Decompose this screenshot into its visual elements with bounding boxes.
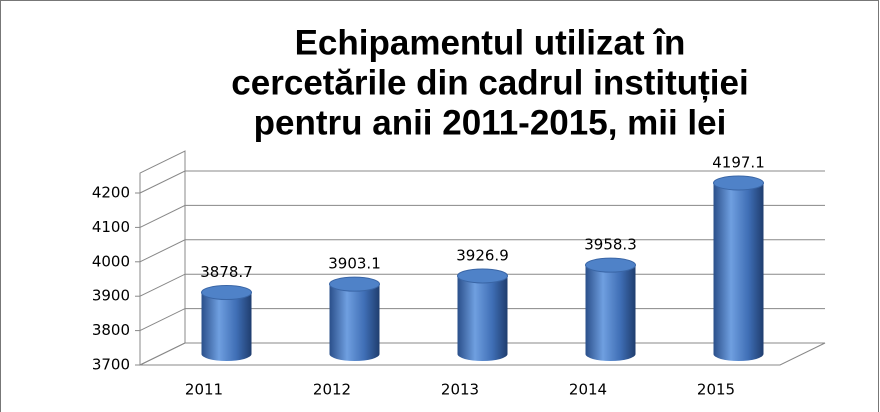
value-label: 3958.3 [584,236,637,254]
value-label: 4197.1 [712,153,765,171]
value-label: 3926.9 [456,246,509,264]
x-tick-label: 2015 [697,381,735,399]
y-tick-label: 4100 [92,218,130,236]
grid-line [139,170,825,194]
value-label: 3903.1 [328,255,381,273]
cylinder-top [585,257,636,273]
x-tick-label: 2011 [185,381,223,399]
bar [585,257,636,361]
chart-title-line: cercetările din cadrul instituției [231,63,748,102]
bar [713,175,764,361]
cylinder-top [713,175,764,191]
grid-line [139,204,825,228]
y-tick-label: 3800 [92,321,130,339]
chart-title-line: pentru anii 2011-2015, mii lei [254,103,727,142]
chart-title-line: Echipamentul utilizat în [295,23,686,62]
y-tick-label: 4200 [92,184,130,202]
cylinder-body [585,265,636,361]
bar [457,268,508,361]
x-tick-label: 2013 [441,381,479,399]
bar [201,285,252,361]
value-label: 3878.7 [200,263,253,281]
cylinder-body [201,292,252,361]
y-tick-label: 3900 [92,287,130,305]
cylinder-top [329,276,380,292]
x-tick-label: 2012 [313,381,351,399]
x-tick-label: 2014 [569,381,607,399]
cylinder-body [713,182,764,361]
cylinder-top [457,268,508,284]
cylinder-body [329,284,380,361]
bar [329,276,380,361]
cylinder-body [457,275,508,361]
y-tick-label: 4000 [92,252,130,270]
grid-line [139,239,825,263]
cylinder-top [201,285,252,301]
y-tick-label: 3700 [92,356,130,374]
